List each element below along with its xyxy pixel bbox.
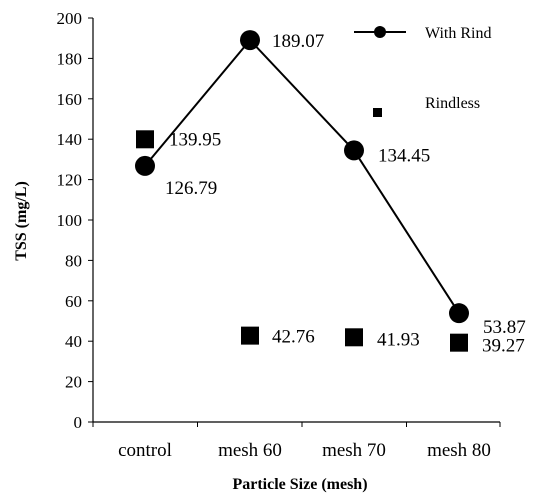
y-tick-label: 140 <box>57 130 83 149</box>
series-layer <box>135 30 469 352</box>
with-rind-data-label: 134.45 <box>378 145 430 166</box>
rindless-data-label: 39.27 <box>482 336 525 357</box>
y-tick-label: 180 <box>57 49 83 68</box>
y-tick-label: 20 <box>65 373 82 392</box>
y-axis-title: TSS (mg/L) <box>13 181 30 261</box>
legend-rindless-label: Rindless <box>425 95 480 112</box>
legend: With Rind Rindless <box>354 25 491 117</box>
with-rind-point <box>344 140 364 161</box>
legend-with-rind-label: With Rind <box>425 25 491 42</box>
y-tick-label: 0 <box>74 413 83 432</box>
legend-rindless-marker <box>373 108 382 117</box>
axes <box>92 18 500 423</box>
rindless-point <box>136 130 154 149</box>
y-tick-label: 120 <box>57 171 83 190</box>
y-tick-label: 200 <box>57 9 83 28</box>
x-ticks: control mesh 60 mesh 70 mesh 80 <box>92 422 501 461</box>
rindless-data-label: 139.95 <box>169 129 221 150</box>
legend-with-rind-marker <box>374 26 386 38</box>
with-rind-data-label: 189.07 <box>272 31 324 52</box>
x-tick-label: mesh 80 <box>427 440 491 461</box>
y-tick-label: 80 <box>65 251 82 270</box>
rindless-point <box>345 328 363 347</box>
x-axis-title: Particle Size (mesh) <box>232 476 367 493</box>
with-rind-point <box>240 30 260 51</box>
with-rind-data-label: 53.87 <box>483 317 526 338</box>
x-tick-label: mesh 70 <box>322 440 386 461</box>
y-tick-label: 100 <box>57 211 83 230</box>
with-rind-point <box>449 303 469 324</box>
rindless-point <box>450 333 468 352</box>
y-tick-label: 160 <box>57 90 83 109</box>
with-rind-point <box>135 155 155 176</box>
data-labels: 126.79 189.07 134.45 53.87 139.95 42.76 41.93 3… <box>165 31 526 357</box>
with-rind-line <box>144 38 460 314</box>
with-rind-data-label: 126.79 <box>165 178 217 199</box>
rindless-data-label: 41.93 <box>377 329 420 350</box>
y-ticks: 0 20 40 60 80 100 120 140 160 180 200 <box>57 9 93 432</box>
rindless-data-label: 42.76 <box>272 327 315 348</box>
x-tick-label: control <box>118 440 172 461</box>
y-tick-label: 40 <box>65 332 82 351</box>
rindless-point <box>241 326 259 345</box>
x-tick-label: mesh 60 <box>218 440 282 461</box>
y-tick-label: 60 <box>65 292 82 311</box>
